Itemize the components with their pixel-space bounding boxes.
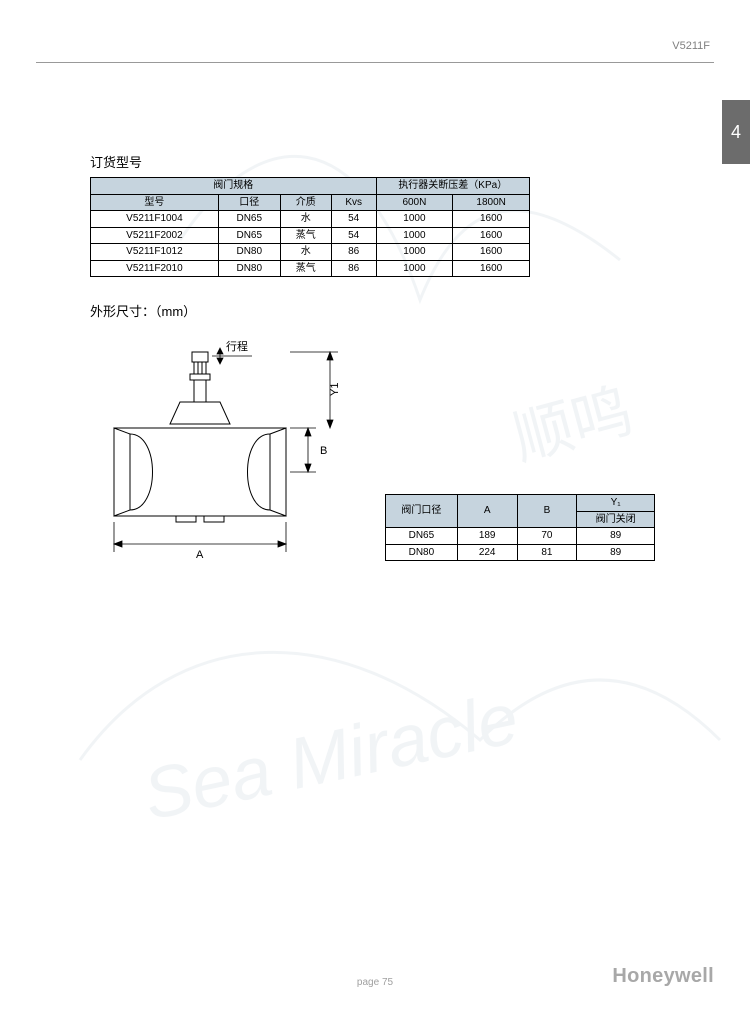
- section-title-dimensions: 外形尺寸：（mm）: [90, 301, 714, 320]
- table-row: V5211F1004 DN65 水 54 1000 1600: [91, 211, 530, 228]
- cell-n2: 1600: [453, 211, 530, 228]
- footer-page-number: page 75: [357, 977, 393, 988]
- label-a: A: [196, 549, 204, 561]
- label-b: B: [320, 445, 327, 457]
- th-dn: 阀门口径: [386, 495, 458, 528]
- cell-dia: DN80: [218, 260, 280, 277]
- diagram-area: 行程 A B: [90, 334, 714, 574]
- section-tab: 4: [722, 100, 750, 164]
- th-y1-sub: 阀门关闭: [577, 511, 655, 528]
- cell-y1: 89: [577, 544, 655, 561]
- cell-kvs: 54: [331, 211, 376, 228]
- label-stroke: 行程: [226, 340, 248, 353]
- footer-brand-logo: Honeywell: [612, 965, 714, 988]
- cell-med: 蒸气: [280, 227, 331, 244]
- cell-y1: 89: [577, 528, 655, 545]
- table-row: V5211F2002 DN65 蒸气 54 1000 1600: [91, 227, 530, 244]
- label-y1: Y1: [329, 383, 341, 396]
- th-group-spec: 阀门规格: [91, 178, 377, 195]
- cell-model: V5211F1012: [91, 244, 219, 261]
- th-kvs: Kvs: [331, 194, 376, 211]
- th-diameter: 口径: [218, 194, 280, 211]
- th-medium: 介质: [280, 194, 331, 211]
- cell-n2: 1600: [453, 227, 530, 244]
- cell-med: 水: [280, 211, 331, 228]
- table-row: DN65 189 70 89: [386, 528, 655, 545]
- th-y1: Y₁: [577, 495, 655, 512]
- cell-a: 189: [457, 528, 517, 545]
- table-row: V5211F2010 DN80 蒸气 86 1000 1600: [91, 260, 530, 277]
- cell-med: 水: [280, 244, 331, 261]
- cell-dn: DN80: [386, 544, 458, 561]
- th-b: B: [517, 495, 577, 528]
- cell-n2: 1600: [453, 260, 530, 277]
- cell-n1: 1000: [376, 227, 453, 244]
- cell-dn: DN65: [386, 528, 458, 545]
- cell-model: V5211F1004: [91, 211, 219, 228]
- table-row: V5211F1012 DN80 水 86 1000 1600: [91, 244, 530, 261]
- th-1800n: 1800N: [453, 194, 530, 211]
- cell-a: 224: [457, 544, 517, 561]
- cell-n2: 1600: [453, 244, 530, 261]
- cell-n1: 1000: [376, 244, 453, 261]
- valve-diagram: 行程 A B: [90, 334, 380, 574]
- page: V5211F 4 订货型号 阀门规格 执行器关断压差（KPa） 型号 口径 介质…: [0, 0, 750, 1018]
- cell-model: V5211F2010: [91, 260, 219, 277]
- th-a: A: [457, 495, 517, 528]
- section-title-ordering: 订货型号: [90, 152, 714, 171]
- cell-kvs: 86: [331, 244, 376, 261]
- ordering-table: 阀门规格 执行器关断压差（KPa） 型号 口径 介质 Kvs 600N 1800…: [90, 177, 530, 277]
- cell-dia: DN65: [218, 227, 280, 244]
- cell-med: 蒸气: [280, 260, 331, 277]
- cell-kvs: 86: [331, 260, 376, 277]
- cell-n1: 1000: [376, 260, 453, 277]
- header-product-code: V5211F: [672, 40, 710, 52]
- th-group-actuator: 执行器关断压差（KPa）: [376, 178, 529, 195]
- cell-b: 81: [517, 544, 577, 561]
- table-row: DN80 224 81 89: [386, 544, 655, 561]
- dimensions-table: 阀门口径 A B Y₁ 阀门关闭 DN65 189 70 89: [385, 494, 655, 561]
- th-model: 型号: [91, 194, 219, 211]
- cell-n1: 1000: [376, 211, 453, 228]
- cell-dia: DN65: [218, 211, 280, 228]
- cell-dia: DN80: [218, 244, 280, 261]
- cell-kvs: 54: [331, 227, 376, 244]
- th-600n: 600N: [376, 194, 453, 211]
- cell-model: V5211F2002: [91, 227, 219, 244]
- header-rule: [36, 62, 714, 63]
- cell-b: 70: [517, 528, 577, 545]
